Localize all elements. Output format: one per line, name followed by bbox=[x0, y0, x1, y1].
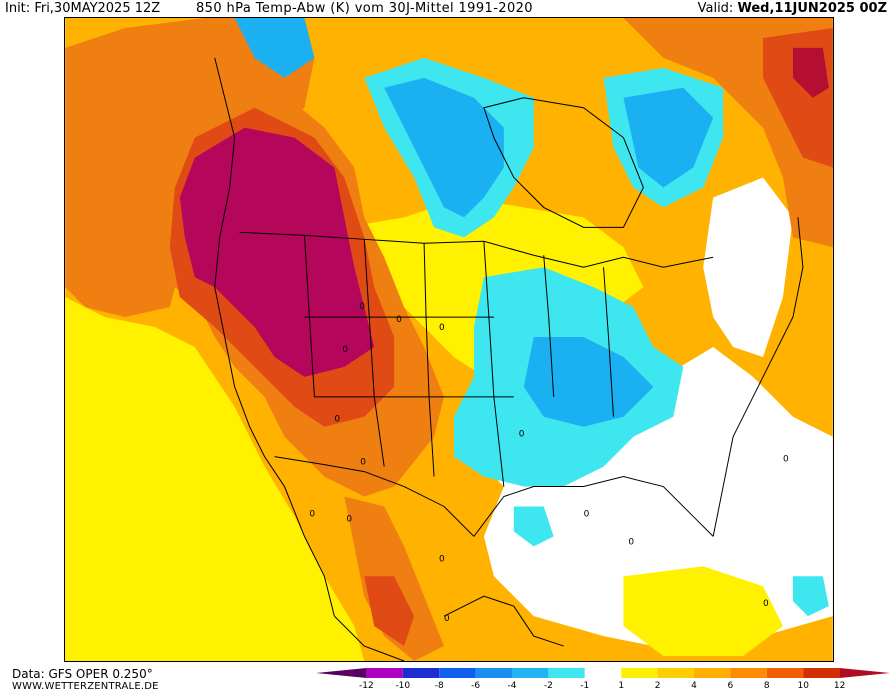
gulf-cold-spot bbox=[513, 506, 554, 547]
legend-tick-label: -1 bbox=[580, 681, 589, 691]
legend-swatch bbox=[366, 668, 403, 678]
legend-tick-label: -6 bbox=[471, 681, 480, 691]
legend-tick-label: -2 bbox=[544, 681, 553, 691]
canada-cold-inner bbox=[384, 77, 504, 218]
legend-tick-label: 6 bbox=[728, 681, 734, 691]
gulf-coast bbox=[473, 476, 714, 537]
pacific-yellow-region bbox=[65, 297, 365, 661]
east-coast bbox=[712, 217, 804, 537]
legend-swatch bbox=[621, 668, 658, 678]
valid-time: Valid: Wed,11JUN2025 00Z bbox=[698, 1, 887, 16]
alaska-cold-region bbox=[234, 18, 315, 78]
legend-swatch bbox=[548, 668, 585, 678]
atlantic-cold-spot bbox=[792, 576, 829, 617]
legend-tick-label: -12 bbox=[359, 681, 374, 691]
legend-tick-label: -4 bbox=[508, 681, 517, 691]
legend-swatch bbox=[803, 668, 840, 678]
contour-label: 0 bbox=[309, 509, 315, 519]
mexico-hot-region bbox=[364, 576, 415, 647]
hudson-cold-inner bbox=[623, 87, 714, 188]
init-label: Init: bbox=[5, 1, 31, 16]
contour-labels: 0 0 0 0 0 0 0 0 0 0 0 0 0 0 0 bbox=[309, 302, 789, 624]
north-central-warm-region bbox=[314, 18, 664, 98]
legend-swatch bbox=[657, 668, 694, 678]
contour-label: 0 bbox=[628, 537, 634, 547]
legend-swatch bbox=[766, 668, 804, 678]
contour-label: 0 bbox=[444, 614, 450, 624]
legend-tick-label: -10 bbox=[395, 681, 410, 691]
legend-swatch bbox=[584, 668, 622, 678]
west-coast bbox=[214, 57, 335, 617]
contour-label: 0 bbox=[584, 509, 590, 519]
legend-swatch bbox=[839, 668, 890, 678]
init-time: Init: Fri,30MAY2025 12Z bbox=[5, 1, 160, 16]
legend-swatch bbox=[475, 668, 512, 678]
mexico-coast bbox=[334, 615, 405, 661]
legend-tick-label: -8 bbox=[435, 681, 444, 691]
init-value: Fri,30MAY2025 12Z bbox=[34, 1, 161, 16]
contour-label: 0 bbox=[359, 302, 365, 312]
legend-swatches bbox=[316, 668, 890, 678]
caribbean-warm-region bbox=[623, 566, 783, 657]
legend-swatch bbox=[512, 668, 549, 678]
legend-tick-label: 1 bbox=[618, 681, 624, 691]
website-credit: WWW.WETTERZENTRALE.DE bbox=[12, 681, 159, 692]
legend-tick-label: 4 bbox=[691, 681, 697, 691]
legend-tick-label: 8 bbox=[764, 681, 770, 691]
legend-swatch bbox=[402, 668, 440, 678]
legend-ticks: -12 -10 -8 -6 -4 -2 -1 1 2 4 6 8 10 12 bbox=[359, 681, 845, 691]
legend-swatch bbox=[730, 668, 767, 678]
us-mexico-border bbox=[274, 456, 475, 537]
hudson-bay-coast bbox=[483, 97, 644, 228]
legend-tick-label: 10 bbox=[797, 681, 809, 691]
legend-swatch bbox=[439, 668, 476, 678]
chart-title: 850 hPa Temp-Abw (K) vom 30J-Mittel 1991… bbox=[196, 1, 533, 16]
anomaly-map: 0 0 0 0 0 0 0 0 0 0 0 0 0 0 0 bbox=[64, 17, 834, 662]
canada-us-border bbox=[239, 231, 714, 268]
northeast-max-region bbox=[792, 47, 829, 98]
header: Init: Fri,30MAY2025 12Z 850 hPa Temp-Abw… bbox=[0, 0, 891, 18]
contour-label: 0 bbox=[342, 345, 348, 355]
atlantic-neutral-region bbox=[703, 177, 793, 357]
contour-label: 0 bbox=[519, 430, 525, 440]
legend-tick-label: 12 bbox=[834, 681, 845, 691]
footer: Data: GFS OPER 0.250° WWW.WETTERZENTRALE… bbox=[0, 664, 891, 693]
contour-label: 0 bbox=[439, 323, 445, 333]
west-max-region bbox=[179, 127, 375, 377]
coastlines bbox=[214, 57, 804, 661]
data-source: Data: GFS OPER 0.250° bbox=[12, 667, 153, 681]
contour-label: 0 bbox=[346, 514, 352, 524]
valid-label: Valid: bbox=[697, 1, 734, 16]
yucatan-coast bbox=[443, 595, 564, 647]
legend-tick-label: 2 bbox=[655, 681, 661, 691]
contour-label: 0 bbox=[334, 415, 340, 425]
valid-value: Wed,11JUN2025 00Z bbox=[737, 1, 887, 16]
contour-label: 0 bbox=[763, 599, 769, 609]
legend-swatch bbox=[316, 668, 367, 678]
contour-label: 0 bbox=[783, 455, 789, 465]
contour-label: 0 bbox=[439, 554, 445, 564]
contour-label: 0 bbox=[360, 458, 366, 468]
legend-swatch bbox=[694, 668, 731, 678]
color-legend: -12 -10 -8 -6 -4 -2 -1 1 2 4 6 8 10 12 bbox=[316, 668, 890, 691]
contour-label: 0 bbox=[396, 315, 402, 325]
state-grid bbox=[303, 235, 614, 487]
eastern-cold-inner bbox=[523, 337, 654, 427]
